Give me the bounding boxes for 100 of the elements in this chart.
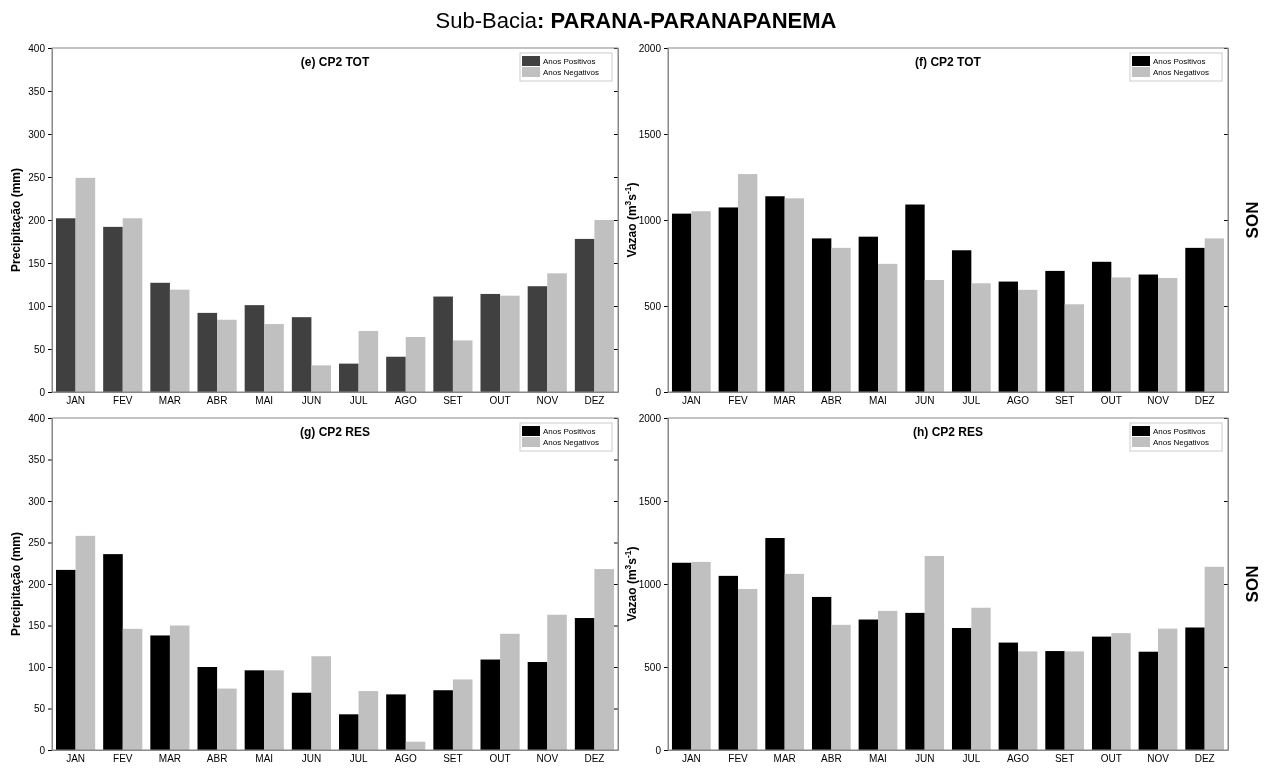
x-tick-label: OUT [1100,753,1122,765]
x-tick-label: AGO [1006,395,1030,407]
bar [480,659,501,750]
bar [765,196,785,392]
bar [291,692,312,750]
bar [691,561,711,750]
y-tick-label: 400 [28,42,46,54]
bar [971,607,991,750]
bar [998,281,1018,392]
bar [527,286,548,392]
legend-label: Anos Negativos [543,68,600,77]
x-tick-label: MAR [158,753,182,765]
bar [103,554,123,750]
x-tick-label: NOV [1147,395,1170,407]
x-tick-label: FEV [113,395,133,407]
bar [1018,289,1038,392]
y-tick-label: 0 [655,386,662,398]
y-tick-label: 100 [28,300,46,312]
bar [339,714,359,750]
x-tick-label: ABR [821,395,842,407]
x-tick-label: OUT [489,753,511,765]
bar [831,247,851,392]
x-tick-label: JUL [349,395,368,407]
y-tick-label: 100 [28,661,46,673]
bar [433,690,453,750]
bar [264,324,284,392]
bar [500,633,520,750]
legend-label: Anos Negativos [1153,438,1210,447]
bar [358,691,379,750]
y-tick-label: 50 [33,343,46,355]
text: SON [1243,565,1262,603]
bar [150,282,170,392]
legend-label: Anos Positivos [1153,57,1206,66]
x-tick-label: NOV [536,753,559,765]
bar [311,656,331,750]
y-axis-title: Precipitação (mm) [9,531,23,637]
x-tick-label: JUN [914,395,935,407]
bar [878,263,898,392]
x-tick-label: SET [443,395,463,407]
bar [858,236,878,392]
bar [671,562,692,750]
y-tick-label: 300 [28,128,46,140]
x-tick-label: MAI [869,753,887,765]
x-tick-label: MAR [158,395,182,407]
bar [433,296,453,392]
bar [1045,651,1065,750]
x-tick-label: DEZ [1194,395,1215,407]
bar [75,177,96,392]
bar [405,336,426,392]
y-tick-label: 2000 [638,42,662,54]
x-tick-label: JUL [349,753,368,765]
y-tick-label: 250 [28,537,46,549]
x-tick-label: SET [443,753,463,765]
bar [386,694,406,750]
text: (f) CP2 TOT [915,55,982,69]
bar [339,363,359,392]
bar [1064,304,1085,392]
bar [452,340,473,392]
x-tick-label: NOV [536,395,559,407]
y-tick-label: 400 [28,412,46,424]
y-tick-label: 200 [28,214,46,226]
bar [291,317,312,392]
x-tick-label: MAI [255,395,274,407]
bar [924,280,945,392]
legend-label: Anos Positivos [1153,427,1206,436]
bar [811,238,832,392]
x-tick-label: JUL [962,753,981,765]
bar [765,538,785,750]
bar [671,213,692,392]
y-tick-label: 0 [39,386,46,398]
x-tick-label: FEV [728,395,749,407]
bar [217,688,237,750]
bar [358,330,379,392]
y-tick-label: 350 [28,85,46,97]
bar [217,319,237,392]
y-tick-label: 150 [28,257,46,269]
bar [858,619,878,750]
y-tick-label: 200 [28,578,46,590]
bar [1158,277,1178,392]
y-tick-label: 1000 [638,578,662,590]
bar [574,238,595,392]
bar [951,627,972,750]
bar [1185,247,1205,392]
x-tick-label: ABR [206,753,228,765]
bar [1138,651,1158,750]
y-tick-label: 0 [655,744,662,756]
bar [56,218,76,392]
x-tick-label: FEV [728,753,749,765]
y-tick-label: 50 [33,703,46,715]
x-tick-label: JUN [914,753,935,765]
bar [1204,238,1225,392]
x-tick-label: DEZ [1194,753,1215,765]
text: (g) CP2 RES [299,425,371,439]
x-tick-label: JUL [962,395,981,407]
y-tick-label: 1500 [638,128,662,140]
x-tick-label: MAR [773,395,796,407]
x-tick-label: JAN [681,753,701,765]
bar [452,679,473,750]
bar [500,295,520,392]
bar [150,635,170,750]
